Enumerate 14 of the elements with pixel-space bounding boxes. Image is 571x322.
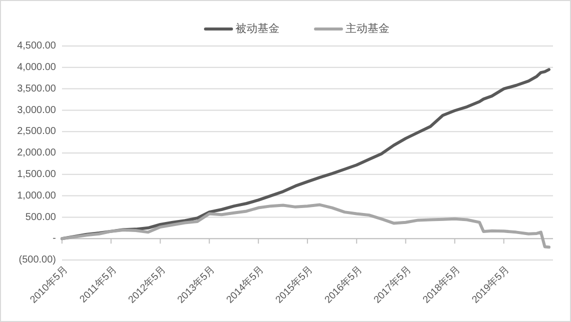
y-tick-label: 3,000.00 [17,104,56,116]
y-tick-label: 1,500.00 [17,169,56,180]
y-tick-label: 2,500.00 [17,126,56,138]
y-tick-label: 3,500.00 [17,83,56,94]
y-tick-label: (500.00) [18,254,56,266]
y-tick-label: 4,500.00 [17,40,56,52]
legend-label: 主动基金 [346,22,390,35]
line-series [60,203,550,249]
legend-label: 被动基金 [236,22,280,35]
y-tick-label: 4,000.00 [17,62,56,74]
y-tick-label: - [52,233,56,244]
y-tick-label: 1,000.00 [17,190,56,202]
y-tick-label: 2,000.00 [17,148,56,159]
y-tick-label: 500.00 [25,212,56,223]
